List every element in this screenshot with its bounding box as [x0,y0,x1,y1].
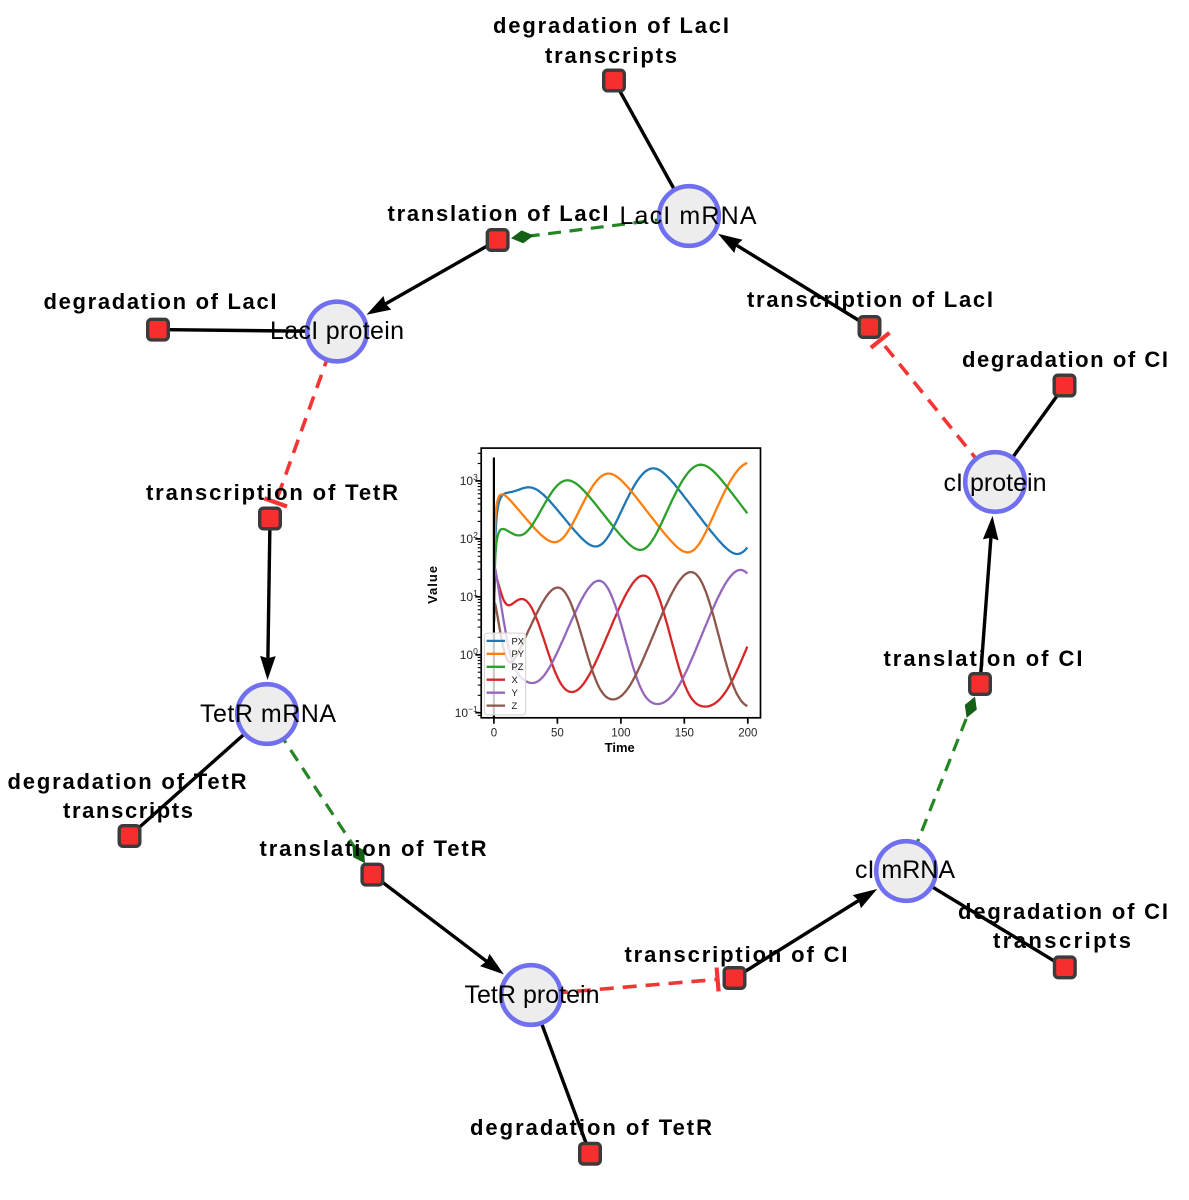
svg-text:cI mRNA: cI mRNA [855,856,955,884]
svg-text:degradation of LacI: degradation of LacI [493,13,729,38]
svg-text:degradation of CI: degradation of CI [962,347,1168,372]
svg-text:10−1: 10−1 [455,704,478,720]
svg-text:degradation of LacI: degradation of LacI [44,289,277,314]
svg-text:degradation of CI: degradation of CI [958,899,1168,924]
svg-text:Time: Time [605,740,635,755]
svg-text:transcription of CI: transcription of CI [625,942,848,967]
svg-text:103: 103 [460,472,478,488]
svg-text:TetR mRNA: TetR mRNA [200,700,336,728]
svg-text:translation of CI: translation of CI [884,646,1083,671]
svg-text:PY: PY [512,648,525,659]
svg-text:150: 150 [675,728,694,740]
svg-text:transcripts: transcripts [993,928,1131,953]
svg-text:200: 200 [738,728,757,740]
svg-text:cI protein: cI protein [944,469,1047,497]
svg-text:Y: Y [512,687,519,698]
svg-text:transcripts: transcripts [545,43,677,68]
svg-text:TetR protein: TetR protein [465,981,600,1009]
svg-text:PX: PX [512,635,525,646]
svg-text:PZ: PZ [512,661,524,672]
svg-text:LacI mRNA: LacI mRNA [620,202,757,230]
svg-text:degradation of TetR: degradation of TetR [470,1115,712,1140]
svg-text:degradation of TetR: degradation of TetR [8,769,247,794]
svg-text:Value: Value [425,566,440,604]
svg-text:100: 100 [460,646,478,662]
svg-text:LacI protein: LacI protein [270,317,404,345]
svg-text:101: 101 [460,588,478,604]
svg-text:transcripts: transcripts [63,798,193,823]
svg-text:transcription of LacI: transcription of LacI [747,287,993,312]
svg-text:X: X [512,674,519,685]
svg-text:102: 102 [460,530,478,546]
svg-text:100: 100 [611,728,630,740]
svg-text:0: 0 [491,728,497,740]
svg-text:translation of TetR: translation of TetR [260,836,487,861]
svg-text:translation of LacI: translation of LacI [388,201,609,226]
svg-text:transcription of TetR: transcription of TetR [146,480,398,505]
svg-text:50: 50 [551,728,564,740]
svg-text:Z: Z [512,700,518,711]
